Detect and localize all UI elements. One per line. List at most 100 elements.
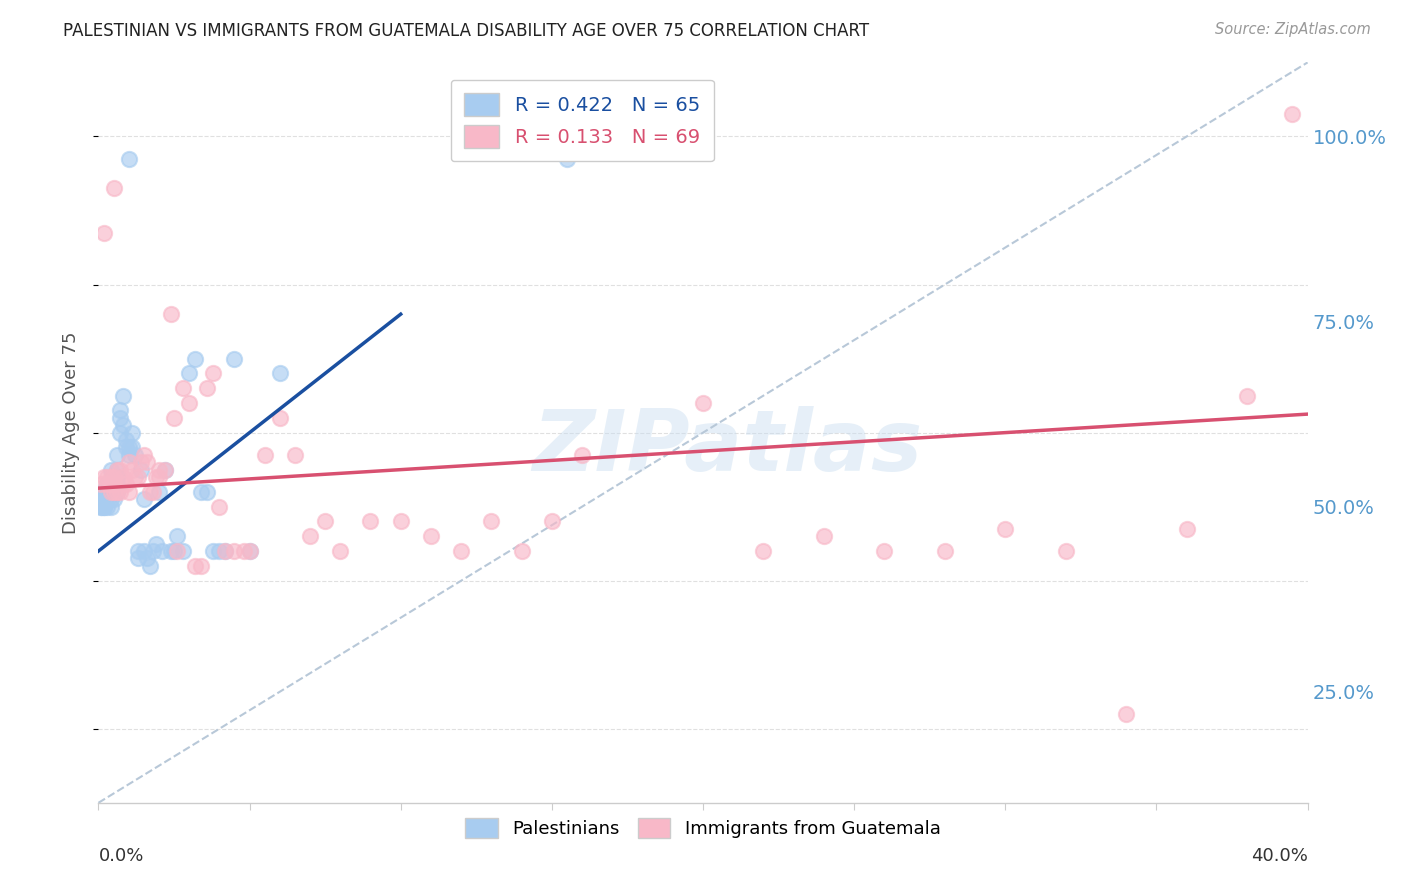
Point [90, 484, 112, 499]
Point [93, 226, 115, 240]
Point [114, 433, 136, 447]
Point [172, 381, 194, 395]
Point [148, 484, 170, 499]
Point [873, 544, 896, 558]
Point [195, 484, 218, 499]
Point [284, 448, 307, 462]
Point [121, 462, 143, 476]
Point [93, 492, 115, 507]
Point [127, 470, 149, 484]
Point [96, 470, 118, 484]
Point [96, 492, 118, 507]
Point [148, 462, 170, 476]
Point [202, 367, 225, 381]
Point [103, 181, 125, 195]
Point [100, 477, 122, 491]
Point [93, 500, 115, 514]
Point [100, 492, 122, 507]
Point [224, 544, 246, 558]
Point [269, 367, 291, 381]
Point [214, 544, 236, 558]
Point [111, 418, 134, 433]
Point [184, 558, 207, 573]
Point [148, 470, 170, 484]
Point [118, 484, 141, 499]
Point [105, 484, 128, 499]
Point [93, 500, 115, 514]
Point [450, 544, 472, 558]
Text: ZIPatlas: ZIPatlas [531, 406, 922, 489]
Point [1115, 706, 1137, 721]
Point [142, 484, 165, 499]
Point [105, 448, 128, 462]
Text: PALESTINIAN VS IMMIGRANTS FROM GUATEMALA DISABILITY AGE OVER 75 CORRELATION CHAR: PALESTINIAN VS IMMIGRANTS FROM GUATEMALA… [63, 22, 869, 40]
Point [129, 462, 152, 476]
Point [172, 544, 194, 558]
Point [160, 544, 183, 558]
Point [121, 441, 143, 455]
Point [105, 462, 128, 476]
Point [103, 484, 125, 499]
Y-axis label: Disability Age Over 75: Disability Age Over 75 [62, 331, 80, 534]
Point [163, 410, 186, 425]
Point [190, 558, 212, 573]
Point [1054, 544, 1077, 558]
Point [555, 152, 578, 166]
Point [108, 462, 131, 476]
Point [127, 551, 149, 566]
Point [214, 544, 236, 558]
Point [132, 544, 155, 558]
Point [118, 152, 141, 166]
Point [195, 381, 218, 395]
Point [253, 448, 276, 462]
Point [571, 448, 593, 462]
Point [360, 515, 382, 529]
Point [132, 492, 155, 507]
Point [96, 477, 118, 491]
Point [1236, 389, 1258, 403]
Point [93, 484, 115, 499]
Point [105, 462, 128, 476]
Point [420, 529, 443, 543]
Point [153, 462, 176, 476]
Point [166, 529, 188, 543]
Text: 0.0%: 0.0% [98, 847, 143, 865]
Point [1281, 107, 1303, 121]
Point [96, 492, 118, 507]
Point [135, 551, 157, 566]
Point [111, 470, 134, 484]
Point [184, 351, 207, 366]
Point [103, 492, 125, 507]
Point [150, 544, 173, 558]
Point [166, 544, 188, 558]
Point [105, 470, 128, 484]
Text: Source: ZipAtlas.com: Source: ZipAtlas.com [1215, 22, 1371, 37]
Point [103, 470, 125, 484]
Point [1175, 522, 1198, 536]
Point [540, 515, 562, 529]
Point [813, 529, 835, 543]
Point [179, 396, 201, 410]
Point [208, 544, 231, 558]
Point [132, 448, 155, 462]
Point [114, 477, 136, 491]
Point [127, 544, 149, 558]
Point [103, 484, 125, 499]
Point [179, 367, 201, 381]
Point [90, 500, 112, 514]
Point [108, 425, 131, 440]
Point [139, 558, 162, 573]
Point [108, 403, 131, 417]
Point [129, 455, 152, 469]
Point [118, 448, 141, 462]
Point [121, 425, 143, 440]
Point [124, 470, 146, 484]
Point [208, 500, 231, 514]
Point [190, 484, 212, 499]
Point [153, 462, 176, 476]
Point [90, 492, 112, 507]
Point [124, 448, 146, 462]
Point [100, 470, 122, 484]
Point [752, 544, 775, 558]
Point [100, 484, 122, 499]
